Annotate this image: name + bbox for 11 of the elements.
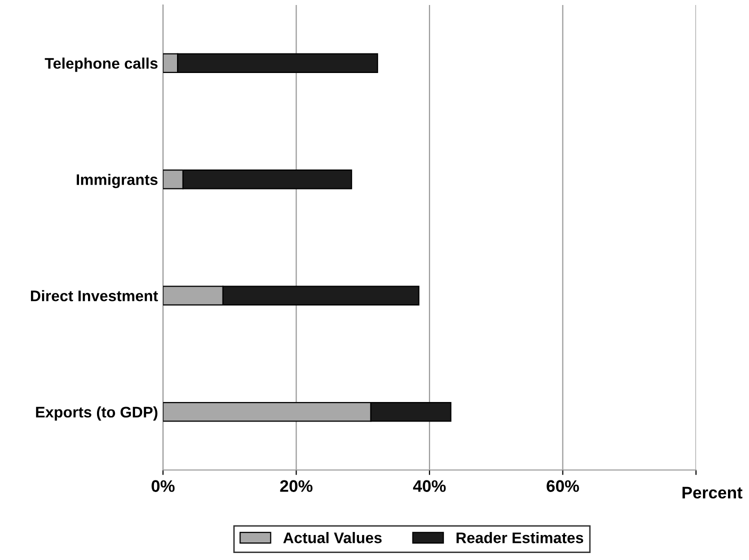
x-tick-label: 0% [152,480,175,492]
y-tick-label: Immigrants [76,174,158,188]
x-tick-label: 20% [280,480,312,492]
legend-label: Reader Estimates [456,532,584,544]
x-tick-label: 40% [413,480,446,492]
y-tick-label: Exports (to GDP) [36,406,158,421]
legend-label: Actual Values [283,532,382,544]
x-tick-label: 60% [546,480,579,492]
y-tick-label: Direct Investment [30,290,158,302]
y-tick-label: Telephone calls [44,58,158,72]
x-axis-title: Percent [682,486,742,499]
